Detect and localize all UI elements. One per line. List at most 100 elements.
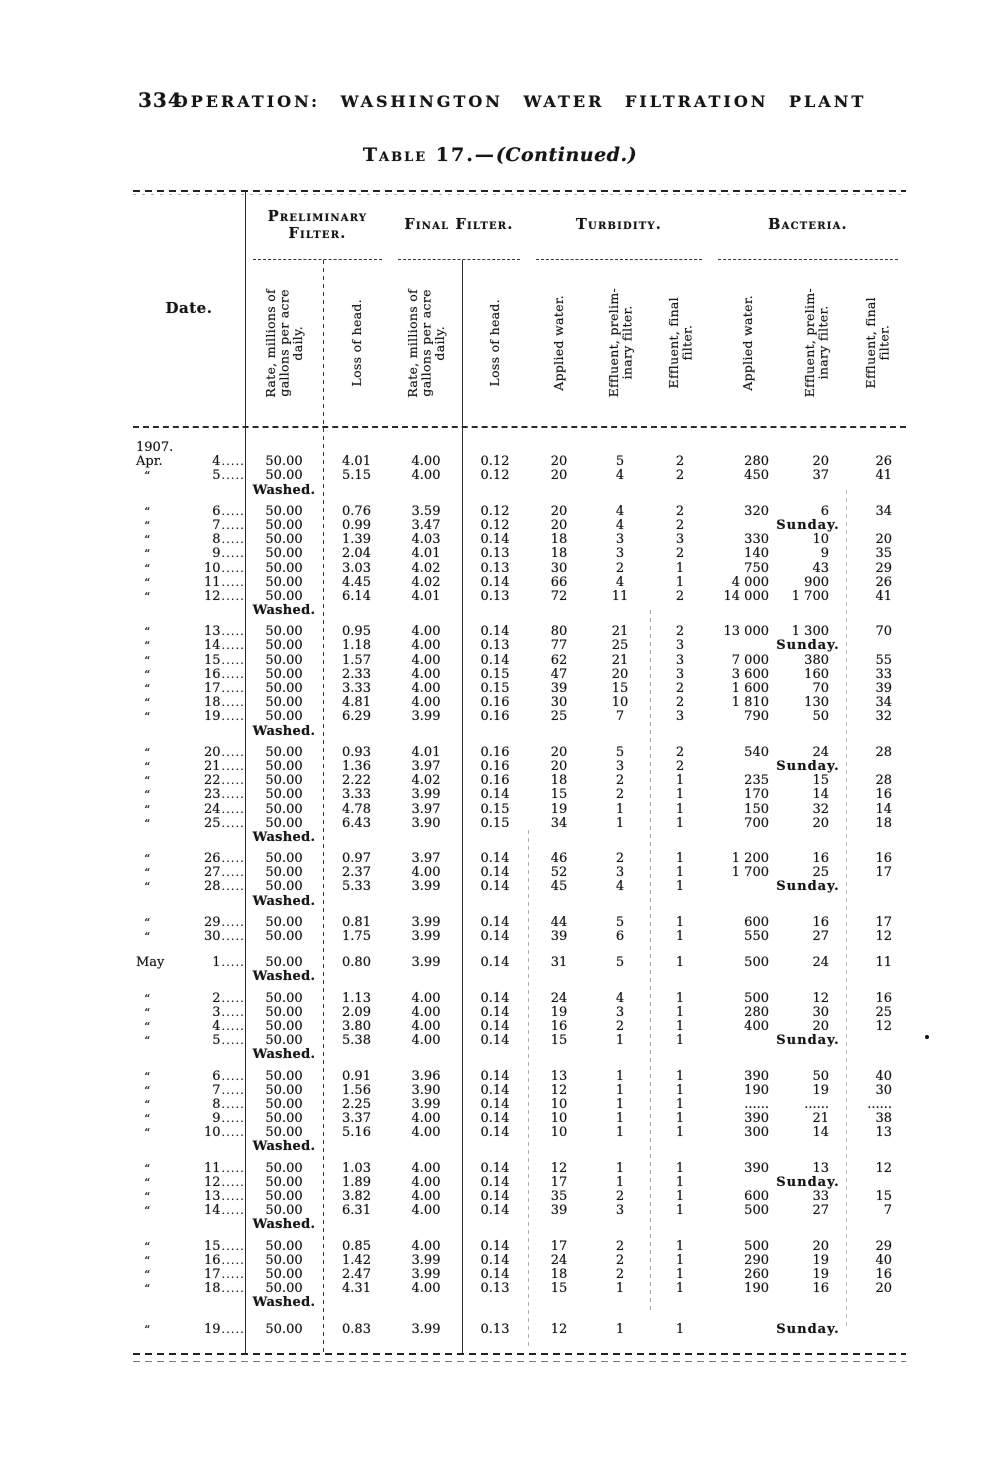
cell: ...... bbox=[804, 1096, 829, 1112]
day-number: 3 bbox=[212, 1004, 221, 1020]
cell: ...... bbox=[744, 1096, 769, 1112]
cell: 1 bbox=[675, 1033, 685, 1049]
cell: 20 bbox=[812, 1018, 829, 1034]
washed-label: Washed. bbox=[252, 603, 316, 619]
col-header-prelim-rate: Rate, millions of gallons per acre daily… bbox=[245, 260, 323, 426]
cell: 62 bbox=[550, 652, 568, 668]
cell: 0.14 bbox=[480, 1125, 510, 1141]
day-number: 16 bbox=[203, 666, 221, 682]
sunday-label: Sunday. bbox=[776, 1321, 840, 1337]
cell: 3 600 bbox=[731, 666, 769, 682]
washed-label: Washed. bbox=[252, 723, 316, 739]
cell: 6 bbox=[615, 929, 625, 944]
cell: 2 bbox=[675, 468, 685, 484]
date-day: 9..... bbox=[181, 547, 245, 561]
date-day: 7..... bbox=[181, 518, 245, 533]
col-header-turbidity-effluent-final: Effluent, final filter. bbox=[650, 260, 710, 426]
cell: 0.12 bbox=[480, 503, 510, 519]
cell: 0.83 bbox=[342, 1321, 371, 1337]
cell: 50.00 bbox=[265, 1018, 303, 1034]
cell: 1 bbox=[675, 815, 685, 831]
washed-label: Washed. bbox=[252, 1217, 316, 1233]
cell: 1 bbox=[615, 1096, 625, 1112]
cell: 29 bbox=[875, 560, 892, 576]
table-row: “ 29..... 50.00 0.81 3.99 0.14 44 5 1 600 16 17 bbox=[133, 914, 906, 930]
cell: 18 bbox=[550, 773, 568, 789]
cell: 0.12 bbox=[480, 468, 510, 484]
cell: 19 bbox=[550, 801, 568, 817]
cell: 3.37 bbox=[342, 1111, 371, 1127]
cell: 6.14 bbox=[342, 588, 371, 604]
date-day: 3..... bbox=[181, 1004, 245, 1020]
cell: 12 bbox=[875, 1160, 892, 1176]
col-header-turbidity-applied: Applied water. bbox=[528, 260, 590, 426]
cell: 1 bbox=[675, 879, 685, 895]
cell: 4.00 bbox=[411, 695, 441, 711]
col-header-text: Effluent, prelim- inary filter. bbox=[605, 288, 635, 398]
date-day: 11..... bbox=[181, 1161, 245, 1176]
cell: 0.16 bbox=[480, 758, 510, 774]
cell: 2.04 bbox=[342, 546, 371, 562]
cell: 1.03 bbox=[342, 1160, 371, 1176]
dot-leader: ..... bbox=[221, 455, 245, 469]
cell: 3.82 bbox=[342, 1189, 371, 1204]
cell: 50.00 bbox=[265, 638, 303, 654]
group-header-final-filter: Final Filter. bbox=[398, 190, 520, 260]
cell: 2 bbox=[615, 560, 625, 576]
cell: 3 bbox=[675, 652, 685, 668]
table-row: Apr. 4..... 50.00 4.01 4.00 0.12 20 5 2 280 20 26 bbox=[133, 454, 906, 469]
cell: 70 bbox=[812, 681, 829, 696]
dot-leader: ..... bbox=[221, 667, 245, 681]
table-row: “ 2..... 50.00 1.13 4.00 0.14 24 4 1 500 12 16 bbox=[133, 990, 906, 1006]
cell: 260 bbox=[744, 1266, 769, 1282]
cell: 4 bbox=[615, 574, 625, 590]
date-day: 19..... bbox=[181, 710, 245, 724]
cell: 4.00 bbox=[411, 638, 441, 654]
cell: 300 bbox=[744, 1125, 769, 1141]
cell: 18 bbox=[875, 815, 892, 831]
date-day: 12..... bbox=[181, 1175, 245, 1190]
dot-leader: ..... bbox=[221, 774, 245, 788]
cell: 1 bbox=[675, 914, 685, 930]
day-number: 15 bbox=[203, 1238, 221, 1254]
cell: 50.00 bbox=[265, 801, 303, 817]
day-number: 13 bbox=[203, 624, 221, 640]
cell: 15 bbox=[875, 1189, 892, 1204]
table-row: “ 13..... 50.00 3.82 4.00 0.14 35 2 1 600 33 15 bbox=[133, 1189, 906, 1204]
date-day: 15..... bbox=[181, 653, 245, 668]
cell: 4.00 bbox=[411, 681, 441, 696]
cell: 3.33 bbox=[342, 787, 371, 803]
cell: 0.80 bbox=[342, 955, 371, 971]
cell: 4.01 bbox=[411, 588, 441, 604]
cell: 3.96 bbox=[411, 1068, 441, 1084]
cell: 50.00 bbox=[265, 1203, 303, 1219]
date-month: “ bbox=[144, 653, 151, 668]
cell: 43 bbox=[812, 560, 829, 576]
date-month: “ bbox=[144, 1034, 151, 1049]
date-day: 8..... bbox=[181, 532, 245, 547]
cell: 3.99 bbox=[411, 787, 441, 803]
date-day: 22..... bbox=[181, 773, 245, 788]
dot-leader: ..... bbox=[221, 866, 245, 880]
cell: 10 bbox=[550, 1111, 568, 1127]
cell: 2 bbox=[675, 695, 685, 711]
cell: 0.14 bbox=[480, 879, 510, 895]
cell: 1 bbox=[675, 865, 685, 881]
table-row: “ 15..... 50.00 0.85 4.00 0.14 17 2 1 500 20 29 bbox=[133, 1238, 906, 1254]
dot-leader: ..... bbox=[221, 1034, 245, 1048]
cell: 1 bbox=[615, 815, 625, 831]
sunday-label: Sunday. bbox=[776, 879, 840, 895]
cell: 450 bbox=[744, 468, 769, 484]
cell: 24 bbox=[550, 990, 568, 1006]
year-row: 1907. bbox=[133, 440, 906, 455]
table-row: “ 7..... 50.00 0.99 3.47 0.12 20 4 2 Sunday. bbox=[133, 518, 906, 533]
cell: 37 bbox=[812, 468, 829, 484]
date-day: 25..... bbox=[181, 815, 245, 831]
cell: 3.90 bbox=[411, 815, 441, 831]
day-number: 25 bbox=[203, 815, 221, 831]
cell: 4.02 bbox=[411, 574, 441, 590]
day-number: 27 bbox=[203, 865, 221, 881]
running-title: OPERATION: WASHINGTON WATER FILTRATION P… bbox=[173, 92, 867, 111]
date-month: “ bbox=[144, 1112, 151, 1127]
dot-leader: ..... bbox=[221, 1097, 245, 1111]
